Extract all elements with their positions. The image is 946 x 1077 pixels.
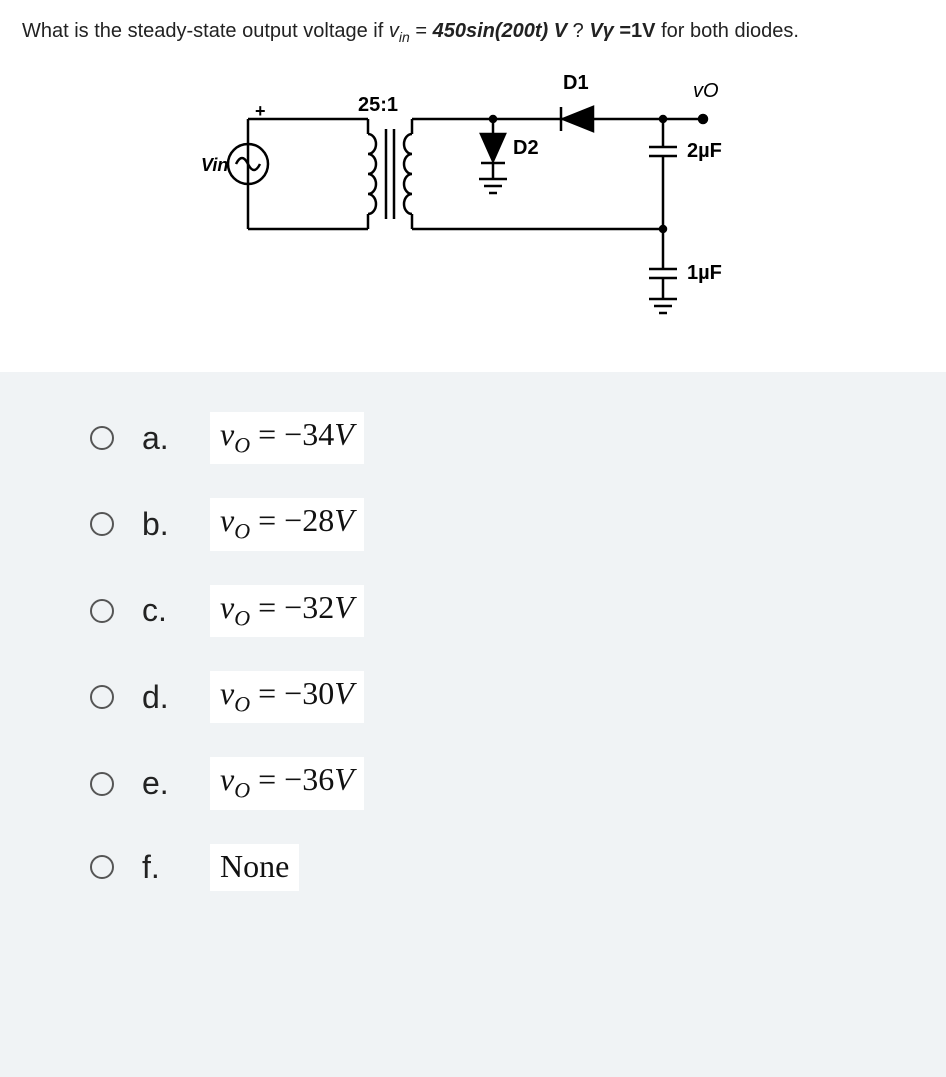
choice-formula: vO = −32V xyxy=(210,585,364,637)
svg-text:+: + xyxy=(255,101,266,121)
choice-letter: a. xyxy=(142,420,182,457)
d1-label: D1 xyxy=(563,72,589,94)
q-vin-sub: in xyxy=(399,29,410,45)
choice-formula: vO = −28V xyxy=(210,498,364,550)
question-block: What is the steady-state output voltage … xyxy=(0,0,946,372)
choice-a[interactable]: a. vO = −34V xyxy=(90,412,896,464)
circuit-svg: + Vin 25:1 xyxy=(193,59,753,344)
vo-label: vO xyxy=(693,80,719,102)
answers: a. vO = −34V b. vO = −28V c. vO = −32V d… xyxy=(0,382,946,921)
circuit-wrap: + Vin 25:1 xyxy=(22,59,924,354)
vin-label: Vin xyxy=(201,155,228,175)
radio-icon[interactable] xyxy=(90,685,114,709)
choice-d[interactable]: d. vO = −30V xyxy=(90,671,896,723)
choice-formula: None xyxy=(210,844,299,891)
radio-icon[interactable] xyxy=(90,772,114,796)
ratio-label: 25:1 xyxy=(358,94,398,116)
radio-icon[interactable] xyxy=(90,599,114,623)
q-post: for both diodes. xyxy=(656,20,799,42)
q-q: ? xyxy=(567,20,589,42)
d2-label: D2 xyxy=(513,137,539,159)
choice-formula: vO = −30V xyxy=(210,671,364,723)
choice-formula: vO = −36V xyxy=(210,757,364,809)
choice-letter: f. xyxy=(142,849,182,886)
q-vin-sym: v xyxy=(389,20,399,42)
c2-label: 1µF xyxy=(687,262,722,284)
q-vgamma: Vγ xyxy=(589,20,613,42)
q-mid: = xyxy=(410,20,433,42)
choice-b[interactable]: b. vO = −28V xyxy=(90,498,896,550)
radio-icon[interactable] xyxy=(90,855,114,879)
choice-letter: c. xyxy=(142,592,182,629)
q-expr: 450sin(200t) V xyxy=(433,20,568,42)
choice-f[interactable]: f. None xyxy=(90,844,896,891)
choice-letter: b. xyxy=(142,506,182,543)
q-pre: What is the steady-state output voltage … xyxy=(22,20,389,42)
question-text: What is the steady-state output voltage … xyxy=(22,18,924,47)
choice-letter: e. xyxy=(142,765,182,802)
radio-icon[interactable] xyxy=(90,512,114,536)
choice-c[interactable]: c. vO = −32V xyxy=(90,585,896,637)
q-eq1v: =1V xyxy=(614,20,656,42)
c1-label: 2µF xyxy=(687,140,722,162)
radio-icon[interactable] xyxy=(90,426,114,450)
choice-e[interactable]: e. vO = −36V xyxy=(90,757,896,809)
choice-formula: vO = −34V xyxy=(210,412,364,464)
choice-letter: d. xyxy=(142,679,182,716)
